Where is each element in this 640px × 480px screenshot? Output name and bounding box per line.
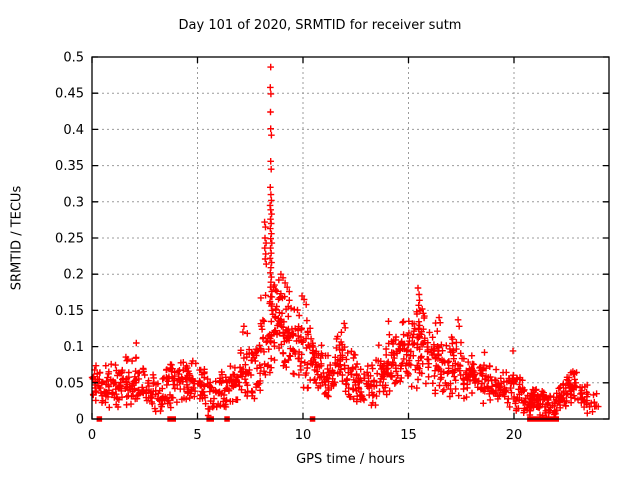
- chart-title: Day 101 of 2020, SRMTID for receiver sut…: [178, 18, 462, 33]
- x-tick-label: 15: [400, 428, 417, 443]
- x-tick-label: 10: [295, 428, 312, 443]
- y-tick-label: 0.4: [63, 123, 84, 138]
- y-tick-label: 0.35: [55, 159, 84, 174]
- x-tick-label: 0: [88, 428, 96, 443]
- y-tick-label: 0.5: [63, 51, 84, 66]
- zero-square-points: [96, 416, 559, 422]
- grid-lines: [92, 57, 609, 419]
- x-tick-label: 20: [506, 428, 523, 443]
- scatter-points: [88, 63, 602, 421]
- y-tick-label: 0.25: [55, 232, 84, 247]
- x-tick-label: 5: [193, 428, 201, 443]
- y-tick-label: 0.05: [55, 376, 84, 391]
- y-tick-label: 0.45: [55, 87, 84, 102]
- tick-marks: [91, 56, 609, 420]
- y-tick-label: 0: [76, 413, 84, 428]
- x-axis-label: GPS time / hours: [296, 452, 405, 467]
- y-tick-label: 0.2: [63, 268, 84, 283]
- y-tick-label: 0.15: [55, 304, 84, 319]
- y-tick-label: 0.1: [63, 340, 84, 355]
- y-tick-label: 0.3: [63, 195, 84, 210]
